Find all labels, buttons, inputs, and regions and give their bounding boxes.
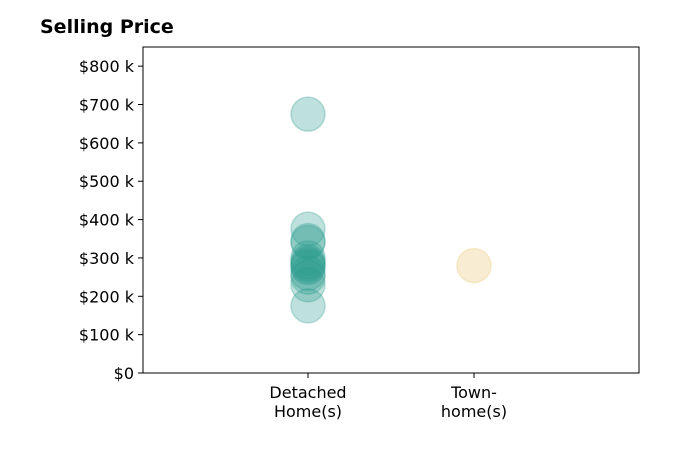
data-point: [290, 247, 326, 284]
y-tick-label: $800 k: [79, 57, 135, 76]
data-point: [290, 267, 326, 303]
y-tick-label: $600 k: [79, 134, 135, 153]
y-tick-label: $300 k: [79, 249, 135, 268]
y-tick-label: $500 k: [79, 172, 135, 191]
x-axis: Detached Home(s) Town-home(s): [269, 373, 507, 421]
y-tick-label: $400 k: [79, 211, 135, 230]
x-tick-label: Detached Home(s): [269, 383, 346, 421]
data-point: [290, 288, 326, 324]
y-axis: $0 $100 k $200 k $300 k $400 k $500 k $600 k $7…: [79, 57, 143, 383]
y-tick-label: $0: [114, 364, 134, 383]
data-point: [456, 247, 492, 284]
y-tick-label: $700 k: [79, 96, 135, 115]
data-points: [290, 96, 492, 324]
data-point: [290, 249, 326, 286]
x-tick-label: Town-home(s): [441, 383, 507, 421]
data-point: [290, 222, 326, 259]
data-point: [290, 245, 326, 282]
data-point: [290, 240, 326, 276]
y-tick-label: $200 k: [79, 287, 135, 306]
plot-area-frame: [142, 46, 640, 374]
data-point: [290, 244, 326, 280]
data-point: [290, 224, 326, 261]
y-tick-label: $100 k: [79, 326, 135, 345]
chart-title: Selling Price: [40, 16, 174, 38]
data-point: [290, 96, 326, 132]
data-point: [290, 255, 326, 292]
data-point: [290, 259, 326, 295]
data-point: [290, 211, 326, 247]
